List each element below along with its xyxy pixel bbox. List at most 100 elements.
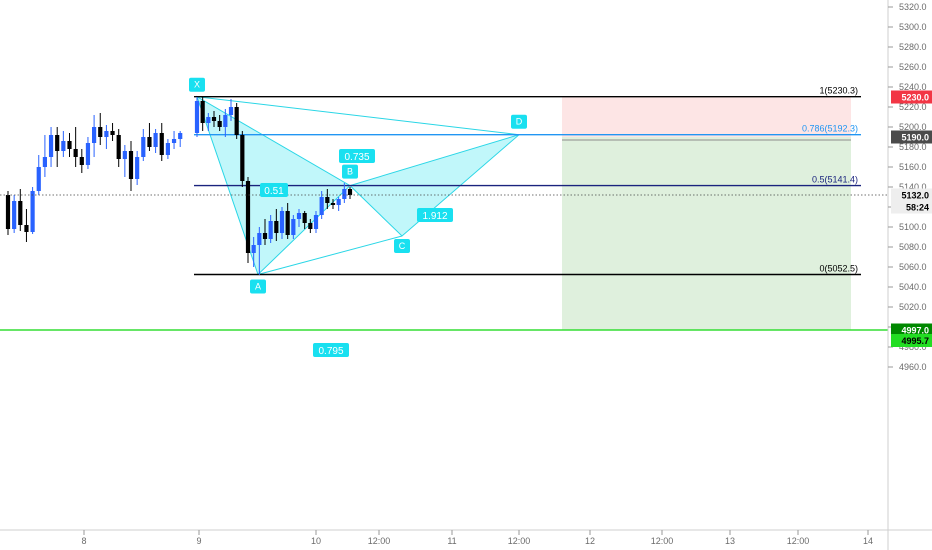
candle-body [251,245,256,253]
pattern-point-label: D [516,117,523,127]
y-tick-label: 5040.0 [899,282,927,292]
candle-body [141,137,146,157]
pattern-line-xd [196,96,520,136]
candle-body [302,213,307,223]
price-tag [891,200,932,214]
candle-body [319,197,324,215]
pattern-point-label: B [347,167,353,177]
candle-body [330,203,336,205]
y-tick-label: 5020.0 [899,302,927,312]
fib-levels: 1(5230.3) 0.786(5192.3) 0.5(5141.4) 0(5052.… [194,86,861,276]
x-tick-label: 8 [81,536,86,546]
position-zones [0,97,888,331]
x-tick-label: 12:00 [508,536,531,546]
y-tick-label: 5260.0 [899,62,927,72]
candle-body [122,151,127,159]
candle-body [234,107,239,135]
candle-body [104,131,109,137]
candle-body [228,107,234,115]
candle-body [42,157,47,167]
pattern-ratio-badge [417,208,453,222]
fib-level-label: 0.786(5192.3) [802,124,858,134]
x-tick-label: 13 [725,536,735,546]
candle-body [296,213,302,219]
candle-body [291,219,296,235]
y-tick-label: 5320.0 [899,2,927,12]
candle-body [147,137,152,147]
pattern-line-ac [257,235,403,275]
x-tick-label: 12 [585,536,595,546]
y-tick-label: 5060.0 [899,262,927,272]
candle-body [30,191,35,232]
price-tag-label: 4995.7 [901,336,929,346]
price-tag [891,323,932,337]
price-tag-label: 5190.0 [901,133,929,143]
pattern-point-badge [394,239,410,253]
candle-body [110,131,115,135]
candle-body [178,133,183,139]
x-tick-label: 12:00 [651,536,674,546]
pattern-ratio-label: 0.795 [318,346,343,357]
candle-body [257,233,262,245]
candle-body [98,127,103,137]
candle-body [171,139,177,143]
candle-body [313,215,319,229]
candle-body [308,223,313,229]
candle-body [12,201,17,229]
stop-loss-zone [562,97,851,137]
candle-body [206,117,211,123]
candle-body [5,195,11,229]
x-tick-label: 9 [196,536,201,546]
x-tick-label: 12:00 [787,536,810,546]
pattern-ratio-badge [260,183,288,197]
candle-body [240,135,245,181]
pattern-point-badge [250,279,266,294]
candle-body [194,101,200,133]
candle-body [159,133,164,155]
time-axis[interactable]: 8 9 10 12:00 11 12:00 12 12:00 13 12:00 14 [81,530,873,546]
pattern-point-label: X [194,80,200,90]
x-tick-label: 12:00 [368,536,391,546]
candle-body [200,101,205,123]
candle-body [217,121,222,127]
candle-body [223,115,228,127]
pattern-ratio-badge [313,343,349,357]
pattern-point-badge [189,77,205,92]
price-tag [891,130,932,144]
pattern-point-badge [511,114,527,129]
candle-body [336,199,341,205]
candle-body [342,189,347,199]
candle-body [347,189,353,195]
fib-level-label: 0.5(5141.4) [812,175,858,185]
price-tag-label: 4997.0 [901,326,929,336]
pattern-ratio-label: 0.51 [264,186,284,197]
x-tick-label: 11 [447,536,456,546]
candle-body [135,157,140,179]
pattern-point-label: A [255,282,261,292]
price-tag-label: 58:24 [906,203,929,213]
candle-body [24,225,29,232]
take-profit-zone [562,137,851,330]
y-tick-label: 5220.0 [899,102,927,112]
price-tag [891,334,932,347]
price-axis[interactable]: 5320.0 5300.0 5280.0 5260.0 5240.0 5220.0 5200… [888,2,927,372]
y-tick-label: 5100.0 [899,222,927,232]
candle-body [48,135,54,157]
candle-body [285,211,290,235]
candle-body [128,151,134,179]
candle-body [73,149,78,157]
candle-body [279,211,285,233]
candle-body [211,117,217,121]
candle-body [61,141,66,151]
pattern-labels: X A B C D 0.735 0.51 0.795 1.912 [189,77,527,357]
y-tick-label: 5280.0 [899,42,927,52]
price-tag-label: 5132.0 [901,191,929,201]
y-tick-label: 5160.0 [899,162,927,172]
y-tick-label: 5080.0 [899,242,927,252]
fib-level-label: 0(5052.5) [819,264,858,274]
candle-body [36,167,41,191]
candles [0,97,888,275]
price-tag [891,90,932,104]
